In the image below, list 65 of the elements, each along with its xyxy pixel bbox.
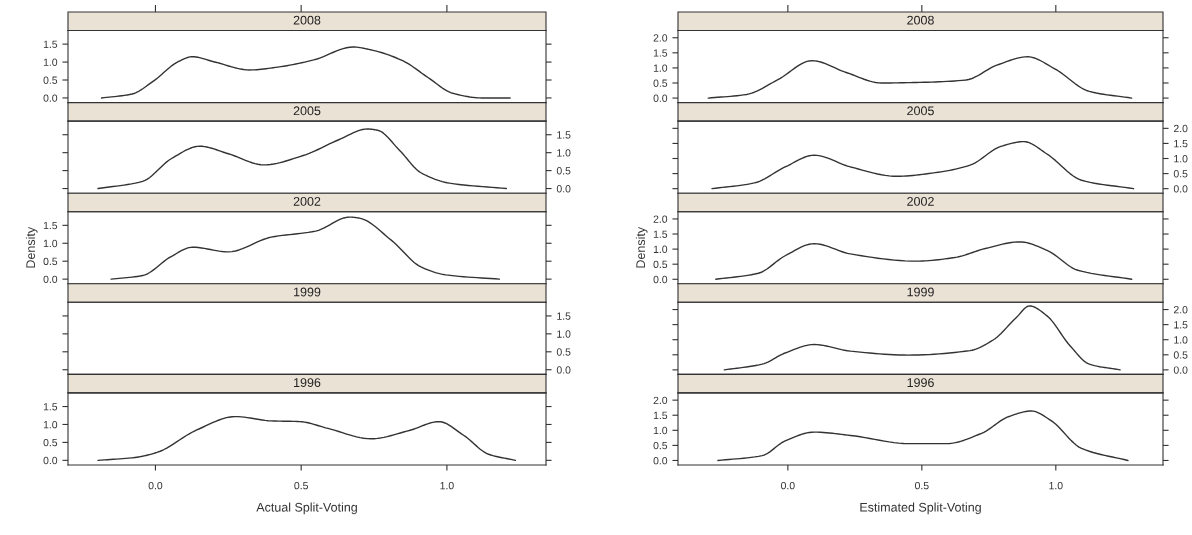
chart-title: 2005 (293, 106, 321, 116)
y-tick-label: 1.5 (653, 411, 668, 420)
y-tick-label: 0.5 (43, 438, 58, 447)
chart-title: 1996 (294, 378, 321, 388)
chart-title: 2008 (907, 15, 934, 25)
y-tick-label: 2.0 (1173, 306, 1188, 314)
x-axis-title: Estimated Split-Voting (860, 502, 981, 515)
chart-title: 1996 (907, 378, 934, 388)
y-tick-label: 1.0 (1174, 336, 1188, 344)
y-tick-label: 0.5 (43, 76, 58, 84)
y-tick-label: 2.0 (1173, 124, 1188, 133)
y-tick-label: 0.0 (653, 94, 668, 102)
x-tick-label: 1.0 (440, 481, 454, 490)
chart-title: 1999 (294, 287, 321, 297)
y-tick-label: 2.0 (653, 215, 668, 223)
y-tick-label: 1.0 (557, 330, 571, 338)
chart-title: 2005 (907, 106, 934, 116)
y-tick-label: 0.0 (556, 366, 571, 374)
y-tick-label: 1.5 (557, 131, 571, 139)
y-tick-label: 1.5 (43, 221, 58, 230)
y-tick-label: 1.5 (1174, 140, 1188, 148)
y-tick-label: 0.0 (43, 94, 58, 102)
y-tick-label: 1.5 (557, 312, 571, 320)
y-tick-label: 1.5 (43, 403, 58, 411)
y-tick-label: 0.0 (1173, 366, 1188, 374)
x-tick-label: 0.5 (915, 481, 929, 490)
y-tick-label: 0.5 (1173, 351, 1188, 359)
y-tick-label: 0.5 (1173, 170, 1188, 178)
x-axis-title: Actual Split-Voting (256, 502, 357, 515)
y-tick-label: 2.0 (653, 396, 668, 405)
x-tick-label: 0.5 (294, 481, 308, 490)
y-tick-label: 0.5 (556, 348, 571, 356)
x-tick-label: 0.0 (148, 481, 163, 490)
y-tick-label: 1.0 (653, 245, 668, 253)
y-tick-label: 1.0 (653, 64, 668, 72)
y-tick-label: 1.0 (1174, 155, 1188, 163)
chart-title: 2002 (293, 196, 321, 206)
y-axis-title: Density (635, 226, 648, 268)
y-tick-label: 0.0 (43, 456, 58, 465)
y-tick-label: 1.0 (557, 149, 571, 157)
y-tick-label: 0.5 (653, 260, 668, 269)
y-tick-label: 0.0 (43, 275, 58, 284)
y-tick-label: 0.0 (653, 456, 668, 465)
y-tick-label: 0.5 (556, 167, 571, 175)
x-tick-label: 1.0 (1049, 481, 1063, 490)
y-tick-label: 0.0 (1173, 185, 1188, 193)
x-tick-label: 0.0 (781, 481, 795, 490)
y-tick-label: 0.5 (653, 79, 668, 87)
y-tick-label: 1.5 (1174, 321, 1188, 329)
y-tick-label: 0.5 (653, 441, 668, 450)
y-tick-label: 1.0 (43, 420, 58, 429)
chart-title: 2002 (907, 196, 934, 206)
y-tick-label: 1.0 (43, 239, 58, 248)
y-axis-title: Density (25, 226, 38, 268)
chart-title: 1999 (907, 287, 934, 297)
y-tick-label: 0.0 (653, 275, 668, 284)
y-tick-label: 1.5 (653, 49, 668, 57)
y-tick-label: 0.5 (43, 257, 58, 266)
chart-title: 2008 (293, 15, 321, 25)
y-tick-label: 2.0 (653, 34, 668, 42)
y-tick-label: 1.0 (653, 426, 668, 435)
y-tick-label: 1.5 (43, 40, 58, 49)
y-tick-label: 1.5 (653, 230, 668, 238)
y-tick-label: 0.0 (556, 185, 571, 193)
y-tick-label: 1.0 (43, 58, 58, 66)
